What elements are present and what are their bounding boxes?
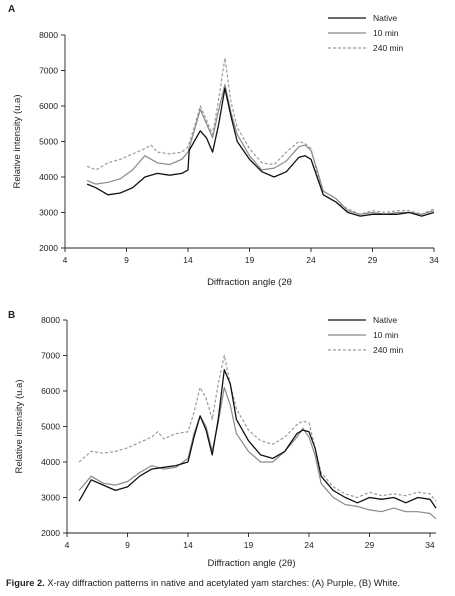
x-tick-label: 14 [183,540,193,550]
series-line-10-min [78,386,437,520]
panel-b: B 2000 3000 4000 5000 6000 7000 8000 4 9 14 19 24 29 3… [8,310,437,569]
x-tick-label: 14 [183,255,193,265]
series-line-native [86,87,435,217]
legend-label: 240 min [373,345,404,355]
y-tick-label: 5000 [41,422,60,432]
y-tick-label: 5000 [39,137,58,147]
y-axis-title: Relative intensity (u.a) [12,95,23,189]
legend-label: 10 min [373,330,399,340]
legend-label: Native [373,315,397,325]
x-tick-label: 24 [304,540,314,550]
y-tick-label: 3000 [41,493,60,503]
x-tick-label: 19 [245,255,255,265]
y-tick-label: 2000 [39,243,58,253]
x-tick-label: 9 [125,540,130,550]
x-tick-label: 34 [429,255,439,265]
y-tick-label: 7000 [41,351,60,361]
y-tick-label: 6000 [39,101,58,111]
y-tick-label: 3000 [39,208,58,218]
x-tick-label: 29 [365,540,375,550]
y-tick-label: 2000 [41,528,60,538]
series-line-native [78,369,437,509]
panel-a: A 2000 3000 4000 5000 6000 7000 8000 4 9 14 19 24 29 3… [8,4,439,288]
series-line-240-min [86,57,435,215]
y-tick-label: 4000 [39,172,58,182]
y-tick-label: 7000 [39,66,58,76]
series-line-240-min [78,354,437,502]
y-tick-label: 4000 [41,457,60,467]
legend-label: 240 min [373,43,404,53]
x-tick-label: 34 [425,540,435,550]
caption-text: X-ray diffraction patterns in native and… [47,578,401,588]
x-tick-label: 4 [63,255,68,265]
x-tick-label: 4 [65,540,70,550]
panel-label: A [8,4,15,15]
y-tick-label: 6000 [41,386,60,396]
panel-label: B [8,310,15,321]
x-tick-label: 29 [368,255,378,265]
figure-caption: Figure 2. X-ray diffraction patterns in … [6,578,454,588]
x-axis-title: Diffraction angle (2θ) [207,558,295,569]
x-tick-label: 19 [244,540,254,550]
x-tick-label: 24 [306,255,316,265]
y-tick-label: 8000 [41,315,60,325]
x-tick-label: 9 [124,255,129,265]
y-tick-label: 8000 [39,30,58,40]
caption-label: Figure 2. [6,578,45,588]
y-axis-title: Relative intensity (u.a) [14,380,25,474]
x-axis-title: Diffraction angle (2θ [207,277,292,288]
legend-label: Native [373,13,397,23]
legend-label: 10 min [373,28,399,38]
series-line-10-min [86,84,435,215]
